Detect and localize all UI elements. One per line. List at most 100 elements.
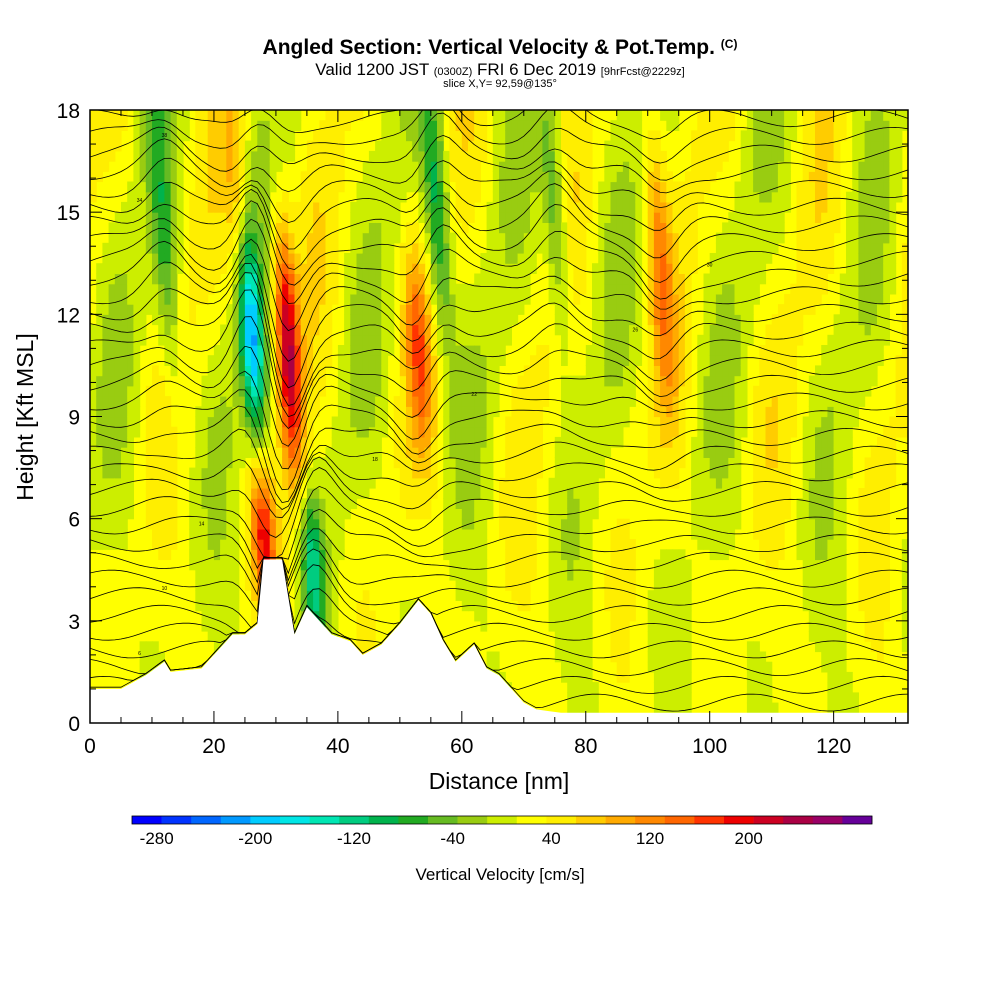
velocity-cell xyxy=(325,457,333,469)
velocity-cell xyxy=(170,253,178,264)
velocity-cell xyxy=(127,355,134,366)
velocity-cell xyxy=(220,355,227,366)
velocity-cell xyxy=(232,334,240,346)
velocity-cell xyxy=(356,110,364,121)
velocity-cell xyxy=(697,539,705,550)
velocity-cell xyxy=(746,651,754,663)
velocity-cell xyxy=(511,467,519,479)
velocity-cell xyxy=(653,345,661,356)
velocity-cell xyxy=(765,140,773,152)
velocity-cell xyxy=(511,385,519,397)
velocity-cell xyxy=(777,508,785,520)
velocity-cell xyxy=(833,212,841,223)
velocity-cell xyxy=(176,191,184,203)
velocity-cell xyxy=(629,242,636,254)
velocity-cell xyxy=(244,273,252,285)
velocity-cell xyxy=(846,273,853,285)
velocity-cell xyxy=(660,580,667,591)
velocity-cell xyxy=(567,569,574,581)
velocity-cell xyxy=(325,273,333,285)
velocity-cell xyxy=(288,253,296,264)
velocity-cell xyxy=(176,130,184,142)
velocity-cell xyxy=(616,345,624,356)
velocity-cell xyxy=(846,191,853,203)
velocity-cell xyxy=(802,569,810,581)
velocity-cell xyxy=(251,467,258,479)
velocity-cell xyxy=(765,447,773,458)
velocity-cell xyxy=(771,447,779,458)
velocity-cell xyxy=(771,375,779,387)
velocity-cell xyxy=(530,201,537,213)
velocity-cell xyxy=(158,528,165,540)
velocity-cell xyxy=(610,334,618,346)
velocity-cell xyxy=(251,600,258,612)
velocity-cell xyxy=(777,120,785,131)
velocity-cell xyxy=(201,620,209,632)
velocity-cell xyxy=(226,324,234,336)
velocity-cell xyxy=(771,365,779,377)
velocity-cell xyxy=(461,365,469,377)
velocity-cell xyxy=(152,191,159,203)
velocity-cell xyxy=(133,253,141,264)
velocity-cell xyxy=(858,222,866,234)
velocity-cell xyxy=(164,222,172,234)
velocity-cell xyxy=(480,416,488,428)
velocity-cell xyxy=(796,498,804,509)
velocity-cell xyxy=(536,365,543,377)
velocity-cell xyxy=(796,181,804,193)
velocity-cell xyxy=(728,498,736,509)
velocity-cell xyxy=(418,263,426,274)
velocity-cell xyxy=(585,365,593,377)
velocity-cell xyxy=(449,416,457,428)
velocity-cell xyxy=(350,304,358,315)
velocity-cell xyxy=(226,345,234,356)
velocity-cell xyxy=(244,477,252,489)
velocity-cell xyxy=(424,140,432,152)
velocity-cell xyxy=(833,559,841,571)
velocity-cell xyxy=(647,171,655,183)
velocity-cell xyxy=(319,191,327,203)
velocity-cell xyxy=(170,150,178,162)
velocity-cell xyxy=(232,436,240,448)
velocity-cell xyxy=(207,232,215,244)
velocity-cell xyxy=(201,263,209,274)
velocity-cell xyxy=(121,508,128,520)
velocity-cell xyxy=(678,600,686,612)
velocity-cell xyxy=(561,324,568,336)
velocity-cell xyxy=(846,345,853,356)
velocity-cell xyxy=(455,569,463,581)
velocity-cell xyxy=(474,477,481,489)
velocity-cell xyxy=(133,385,141,397)
velocity-cell xyxy=(579,631,587,642)
velocity-cell xyxy=(839,580,847,591)
velocity-cell xyxy=(536,467,543,479)
velocity-cell xyxy=(746,641,754,653)
velocity-cell xyxy=(660,110,667,121)
velocity-cell xyxy=(368,447,376,458)
velocity-cell xyxy=(368,355,376,366)
velocity-cell xyxy=(647,416,655,428)
velocity-cell xyxy=(486,201,494,213)
velocity-cell xyxy=(306,242,314,254)
velocity-cell xyxy=(114,263,122,274)
velocity-cell xyxy=(288,334,296,346)
velocity-cell xyxy=(585,610,593,622)
velocity-cell xyxy=(121,304,128,315)
velocity-cell xyxy=(176,150,184,162)
velocity-cell xyxy=(740,161,748,172)
velocity-cell xyxy=(313,539,320,550)
velocity-cell xyxy=(288,426,296,438)
velocity-cell xyxy=(424,283,432,295)
velocity-cell xyxy=(393,110,401,121)
velocity-cell xyxy=(443,488,450,499)
velocity-cell xyxy=(808,569,816,581)
velocity-cell xyxy=(561,406,568,418)
velocity-cell xyxy=(610,191,618,203)
velocity-cell xyxy=(684,692,692,704)
velocity-cell xyxy=(145,416,153,428)
velocity-cell xyxy=(573,477,581,489)
velocity-cell xyxy=(765,120,773,131)
velocity-cell xyxy=(616,528,624,540)
velocity-cell xyxy=(753,702,760,714)
velocity-cell xyxy=(201,569,209,581)
